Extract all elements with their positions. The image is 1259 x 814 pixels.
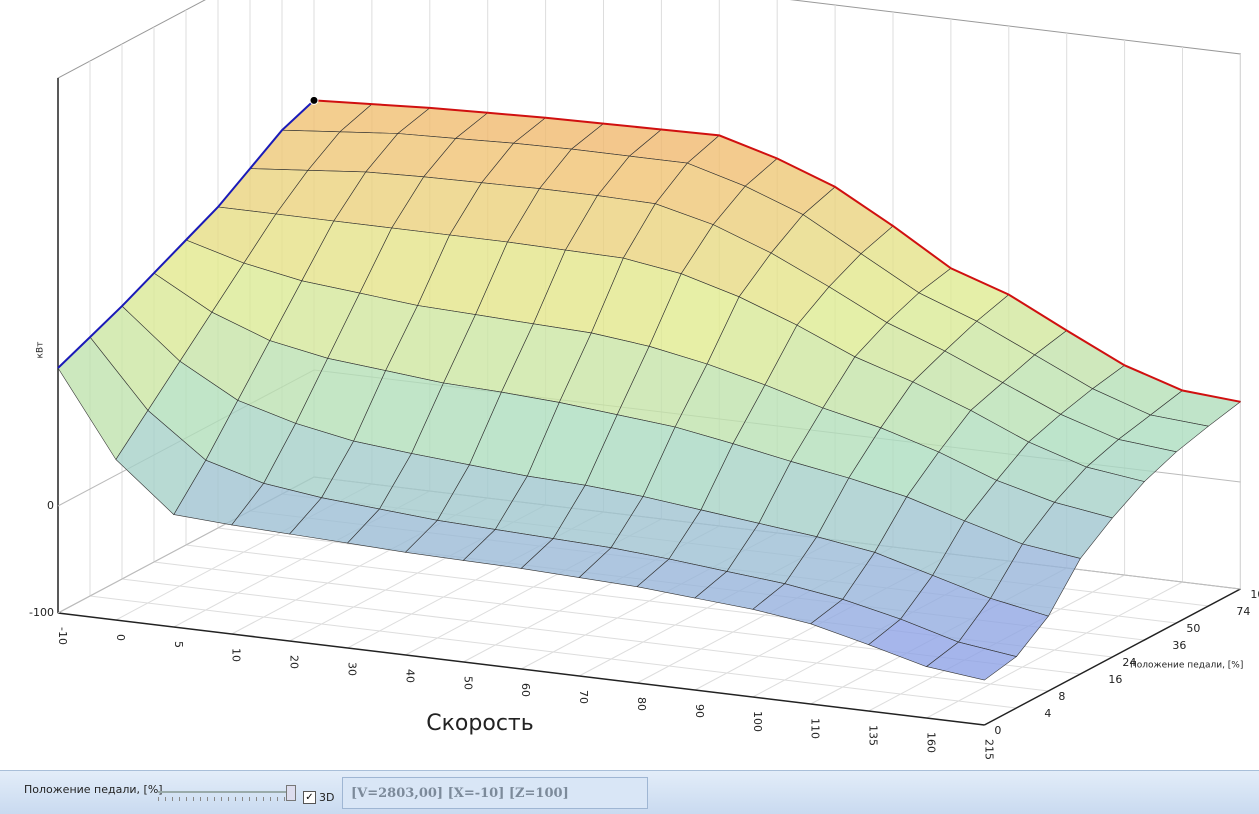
z-tick-label: 0: [994, 724, 1001, 737]
x-tick-label: 100: [751, 711, 764, 732]
top-edge-line: [313, 99, 1241, 403]
x-tick-label: -10: [56, 627, 69, 645]
slider-label: Положение педали, [%]: [24, 783, 163, 796]
z-tick-label: 36: [1172, 639, 1186, 652]
z-tick-label: 100: [1250, 588, 1259, 601]
readout: [V=2803,00] [X=-10] [Z=100]: [351, 786, 569, 801]
x-axis-line: [57, 612, 985, 726]
z-axis-line: [984, 588, 1241, 726]
y-tick-label: 0: [47, 499, 54, 512]
x-tick-label: 10: [230, 648, 243, 662]
readout-box: [V=2803,00] [X=-10] [Z=100]: [342, 777, 648, 809]
x-axis-title: Скорость: [426, 711, 533, 736]
selected-point: [309, 95, 319, 105]
x-tick-label: 80: [635, 697, 648, 711]
x-tick-label: 135: [867, 725, 880, 746]
x-tick-label: 70: [577, 690, 590, 704]
x-tick-label: 90: [693, 704, 706, 718]
x-tick-label: 40: [403, 669, 416, 683]
y-axis-title: кВт: [36, 342, 46, 359]
x-tick-label: 60: [519, 683, 532, 697]
floor-line: [121, 578, 1049, 692]
surface: [57, 95, 1242, 681]
z-tick-label: 24: [1122, 656, 1136, 669]
z-axis-title: Положение педали, [%]: [1130, 661, 1243, 671]
x-tick-label: 160: [925, 732, 938, 753]
z-tick-label: 8: [1058, 690, 1065, 703]
x-tick-label: 50: [461, 676, 474, 690]
x-tick-label: 215: [982, 739, 995, 760]
z-tick-label: 4: [1044, 707, 1051, 720]
z-tick-label: 74: [1236, 605, 1250, 618]
slider[interactable]: [158, 785, 298, 801]
left-edge-line: [57, 99, 315, 369]
surface-cell: [925, 641, 1018, 681]
x-tick-label: 30: [346, 662, 359, 676]
y-tick-label: -100: [29, 606, 54, 619]
checkbox-label: 3D: [319, 791, 335, 804]
x-tick-label: 5: [172, 641, 185, 648]
floor-line: [89, 595, 1017, 709]
checkbox[interactable]: ✓: [303, 791, 316, 804]
z-tick-label: 50: [1186, 622, 1200, 635]
x-tick-label: 0: [114, 634, 127, 641]
z-tick-label: 16: [1108, 673, 1122, 686]
x-tick-label: 20: [288, 655, 301, 669]
x-tick-label: 110: [809, 718, 822, 739]
status-bar: Положение педали, [%] ✓ 3D [V=2803,00] […: [0, 770, 1259, 814]
